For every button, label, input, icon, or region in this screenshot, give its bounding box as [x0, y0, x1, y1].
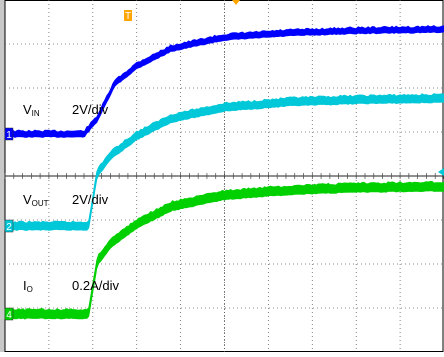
markers: 1 2 4 T	[4, 0, 444, 321]
left-strip	[0, 0, 5, 352]
channel-marker-4: 4	[4, 307, 14, 321]
trace-ch2	[4, 93, 444, 231]
vin-scale: 2V/div	[72, 102, 109, 117]
level-marker-right	[438, 168, 444, 176]
trigger-position-marker	[232, 0, 240, 5]
vout-scale: 2V/div	[72, 192, 109, 207]
channel-number: 4	[6, 310, 12, 321]
io-label: IO	[23, 278, 33, 294]
vin-label: VIN	[23, 102, 40, 118]
vout-label: VOUT	[23, 192, 49, 208]
trigger-letter: T	[125, 11, 131, 22]
channel-number: 2	[6, 222, 12, 233]
io-scale: 0.2A/div	[72, 278, 119, 293]
channel-marker-2: 2	[4, 219, 14, 233]
trace-ch4	[4, 180, 444, 320]
trace-ch1	[4, 25, 444, 138]
traces	[4, 25, 444, 320]
trigger-marker: T	[124, 10, 132, 22]
channel-number: 1	[6, 130, 12, 141]
channel-marker-1: 1	[4, 127, 14, 141]
